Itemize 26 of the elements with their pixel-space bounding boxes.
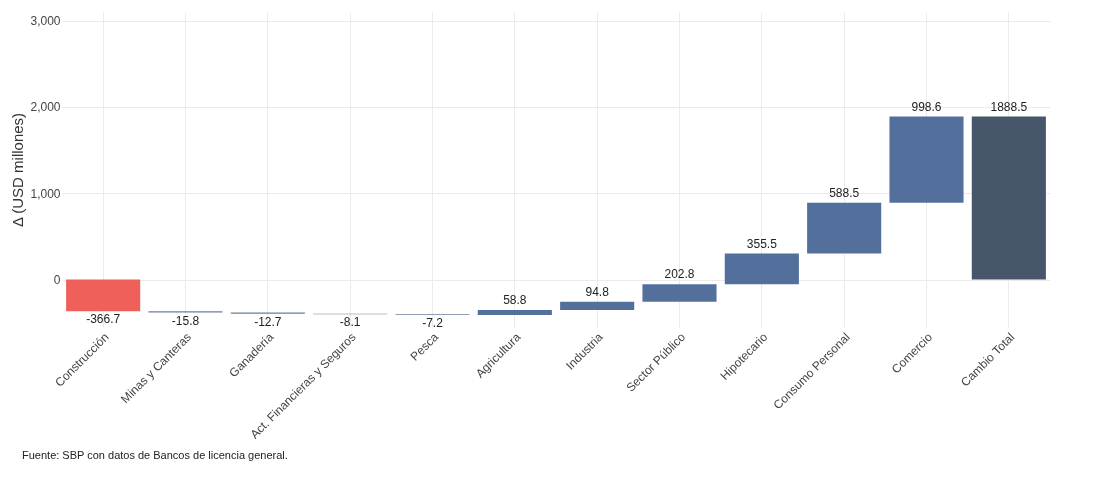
bar	[889, 116, 964, 203]
data-label: -15.8	[171, 313, 200, 328]
data-label: 355.5	[746, 236, 778, 251]
bar	[477, 309, 552, 315]
bar	[971, 116, 1046, 280]
data-label: 94.8	[585, 284, 610, 299]
data-label: -8.1	[339, 315, 361, 330]
data-label: 998.6	[911, 99, 942, 114]
bar	[66, 279, 141, 312]
data-label: 1888.5	[990, 99, 1028, 114]
y-tick-label: 3,000	[30, 14, 61, 29]
y-tick-label: 2,000	[30, 100, 61, 115]
data-label: -7.2	[422, 315, 444, 330]
source-note: Fuente: SBP con datos de Bancos de licencia general.	[22, 449, 288, 462]
data-label: 588.5	[829, 185, 860, 200]
y-tick-label: 1,000	[30, 186, 61, 201]
bar	[724, 253, 799, 285]
bar	[807, 202, 882, 254]
bar	[642, 284, 717, 302]
data-label: 58.8	[503, 292, 527, 307]
y-axis-title: Δ (USD millones)	[9, 112, 27, 228]
data-label: 202.8	[664, 267, 695, 282]
bar	[560, 301, 635, 310]
y-tick-label: 0	[53, 273, 61, 288]
data-label: -12.7	[254, 314, 282, 329]
data-label: -366.7	[86, 312, 121, 327]
